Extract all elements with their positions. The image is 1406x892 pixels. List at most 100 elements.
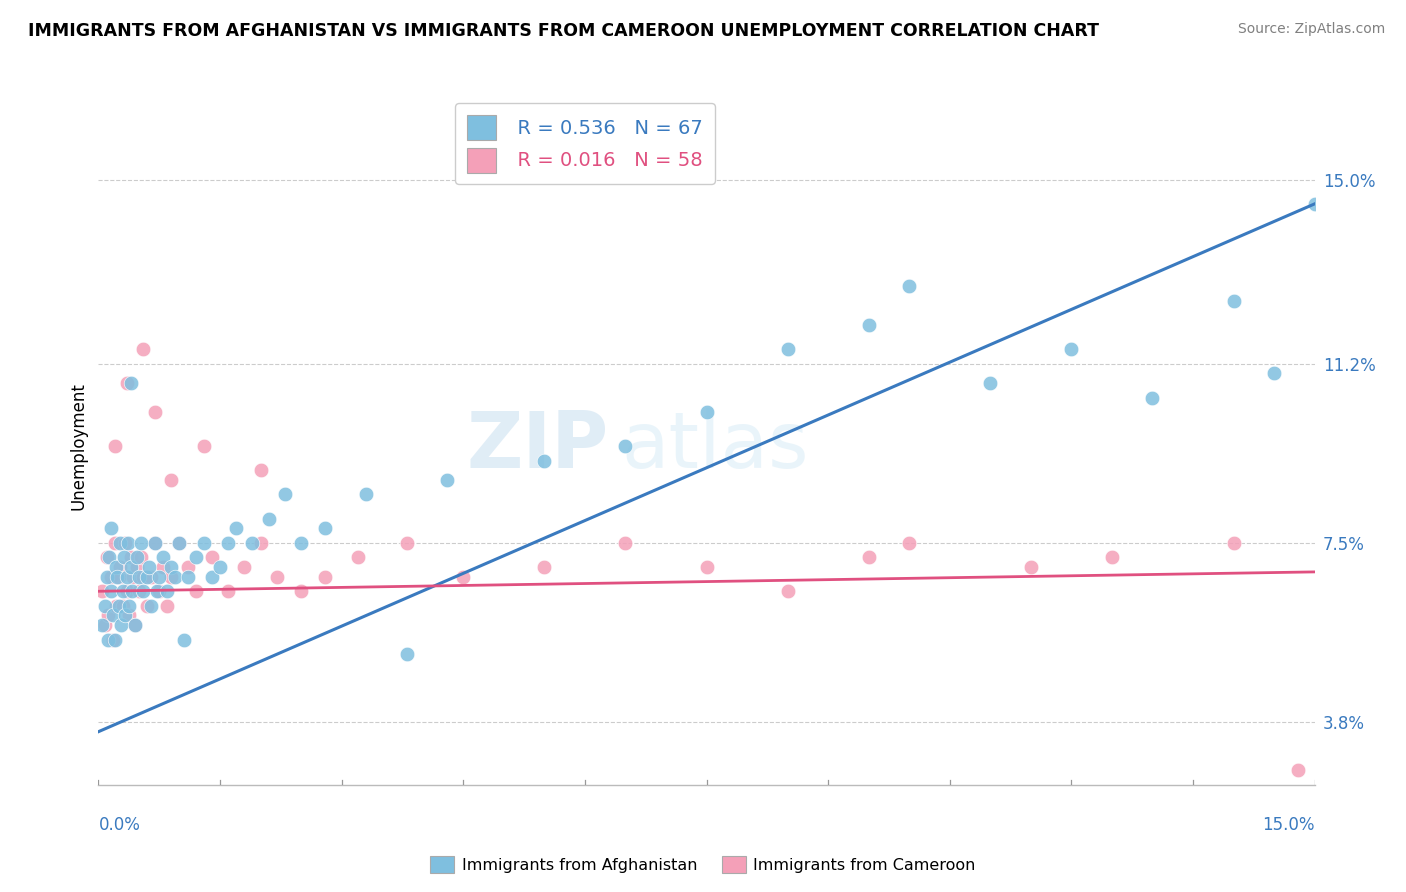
Point [979,376,1001,390]
Point [395,536,418,550]
Point [193,439,215,453]
Point [354,487,377,501]
Point [138,560,160,574]
Point [776,584,799,599]
Point [209,560,232,574]
Point [173,632,195,647]
Point [97,550,120,565]
Point [115,570,138,584]
Point [115,376,138,390]
Point [101,632,124,647]
Point [112,550,135,565]
Point [132,342,155,356]
Point [898,279,921,293]
Point [118,608,141,623]
Point [139,599,162,613]
Point [184,584,207,599]
Point [97,608,120,623]
Point [1222,536,1244,550]
Point [156,599,179,613]
Point [105,560,128,574]
Text: 15.0%: 15.0% [1263,816,1315,834]
Point [91,584,114,599]
Point [128,584,150,599]
Point [290,536,312,550]
Point [120,550,142,565]
Point [122,570,145,584]
Point [249,536,271,550]
Point [395,647,418,661]
Point [94,599,117,613]
Point [124,618,146,632]
Point [127,560,149,574]
Point [114,608,136,623]
Point [1101,550,1123,565]
Point [115,584,138,599]
Text: 0.0%: 0.0% [98,816,141,834]
Point [111,599,134,613]
Point [139,570,162,584]
Point [176,560,198,574]
Point [110,618,132,632]
Point [148,584,170,599]
Point [146,584,169,599]
Point [169,536,191,550]
Point [1286,764,1309,778]
Point [858,550,880,565]
Point [184,550,207,565]
Point [96,570,118,584]
Point [225,521,247,535]
Text: Source: ZipAtlas.com: Source: ZipAtlas.com [1237,22,1385,37]
Point [266,570,288,584]
Point [160,560,183,574]
Point [1263,367,1285,381]
Point [118,599,141,613]
Point [120,560,142,574]
Point [105,599,128,613]
Point [217,584,239,599]
Point [257,511,280,525]
Point [100,584,122,599]
Point [107,570,129,584]
Point [132,584,155,599]
Text: ZIP: ZIP [467,408,609,484]
Point [156,584,179,599]
Text: atlas: atlas [621,408,808,484]
Point [104,536,127,550]
Point [136,570,159,584]
Point [696,560,718,574]
Point [100,521,122,535]
Point [96,550,118,565]
Point [614,536,637,550]
Point [1142,391,1164,405]
Point [314,570,336,584]
Point [201,550,224,565]
Legend: Immigrants from Afghanistan, Immigrants from Cameroon: Immigrants from Afghanistan, Immigrants … [423,849,983,880]
Point [696,405,718,419]
Point [136,599,159,613]
Point [111,584,134,599]
Point [169,536,191,550]
Point [314,521,336,535]
Point [124,618,146,632]
Point [242,536,264,550]
Point [120,376,142,390]
Point [110,536,132,550]
Legend:   R = 0.536   N = 67,   R = 0.016   N = 58: R = 0.536 N = 67, R = 0.016 N = 58 [456,103,714,185]
Point [290,584,312,599]
Point [100,570,122,584]
Point [107,599,129,613]
Point [1019,560,1042,574]
Point [114,536,136,550]
Point [533,560,555,574]
Point [176,570,198,584]
Point [152,550,174,565]
Point [94,618,117,632]
Y-axis label: Unemployment: Unemployment [69,382,87,510]
Point [858,318,880,332]
Point [160,473,183,487]
Point [217,536,239,550]
Point [776,342,799,356]
Point [1303,197,1326,211]
Point [160,570,183,584]
